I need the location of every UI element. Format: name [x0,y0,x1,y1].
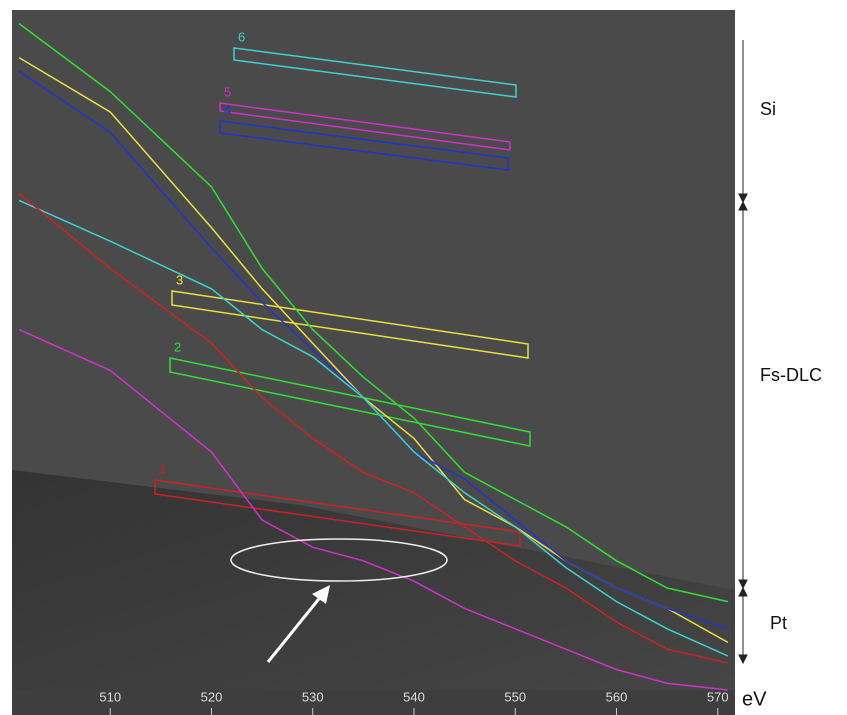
x-axis-label: eV [742,688,767,710]
roi-label: 4 [224,102,231,117]
roi-label: 5 [224,84,231,99]
x-axis-bar [12,690,735,715]
roi-box [154,479,521,547]
x-tick-label: 540 [403,689,425,704]
x-tick-label: 510 [99,689,121,704]
x-tick-label: 560 [606,689,628,704]
arrow-head [312,585,330,604]
spectrum-line [18,199,729,657]
roi-label: 2 [174,339,181,354]
roi-box [171,290,529,359]
spectrum-line [18,193,729,664]
spectrum-line [18,328,728,691]
roi-box [169,357,531,447]
roi-label: 6 [238,29,245,44]
x-tick-label: 530 [302,689,324,704]
x-tick-label: 550 [504,689,526,704]
roi-label: 3 [176,272,183,287]
x-tick-label: 520 [201,689,223,704]
region-label: Fs-DLC [760,365,822,385]
roi-label: 1 [159,461,166,476]
region-label: Pt [770,613,787,633]
region-brackets [738,40,748,665]
roi-box [219,120,509,171]
region-label: Si [760,99,776,119]
highlight-ellipse [230,538,448,582]
roi-box [233,47,517,98]
roi-box [219,102,511,151]
x-tick-label: 570 [707,689,729,704]
arrow [266,594,324,663]
spectrum-line [18,22,729,603]
